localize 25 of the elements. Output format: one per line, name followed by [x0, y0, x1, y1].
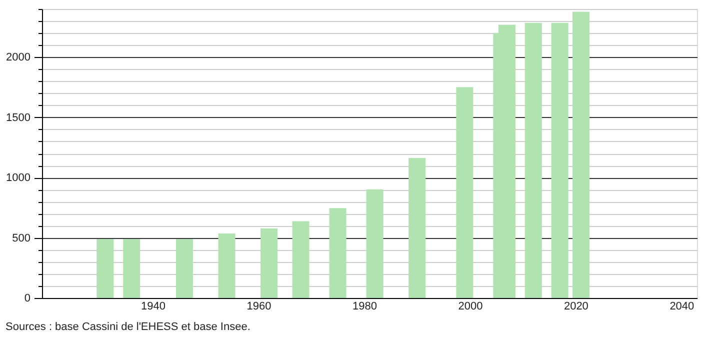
bar: [329, 208, 346, 298]
source-note: Sources : base Cassini de l'EHESS et base Insee.: [6, 321, 250, 333]
bar: [218, 233, 236, 298]
bar: [524, 22, 542, 298]
x-tick-label: 2040: [670, 300, 694, 312]
x-tick-label: 2000: [458, 300, 483, 312]
bar: [123, 239, 140, 298]
y-tick-label: 2000: [6, 52, 30, 64]
y-tick-label: 1000: [6, 172, 30, 184]
y-tick-label: 500: [12, 232, 30, 244]
bar: [292, 221, 310, 298]
bar: [176, 239, 193, 298]
x-tick-label: 2020: [564, 300, 588, 312]
bar: [551, 22, 568, 298]
bar: [408, 158, 426, 298]
bar: [572, 12, 590, 298]
y-tick-label: 0: [24, 292, 30, 304]
bar: [260, 228, 278, 298]
bar: [366, 189, 384, 298]
bar: [456, 87, 474, 298]
bar: [96, 239, 114, 298]
x-tick-label: 1980: [352, 300, 377, 312]
x-tick-label: 1960: [246, 300, 272, 312]
y-tick-label: 1500: [6, 112, 30, 124]
x-tick-label: 1940: [140, 300, 166, 312]
